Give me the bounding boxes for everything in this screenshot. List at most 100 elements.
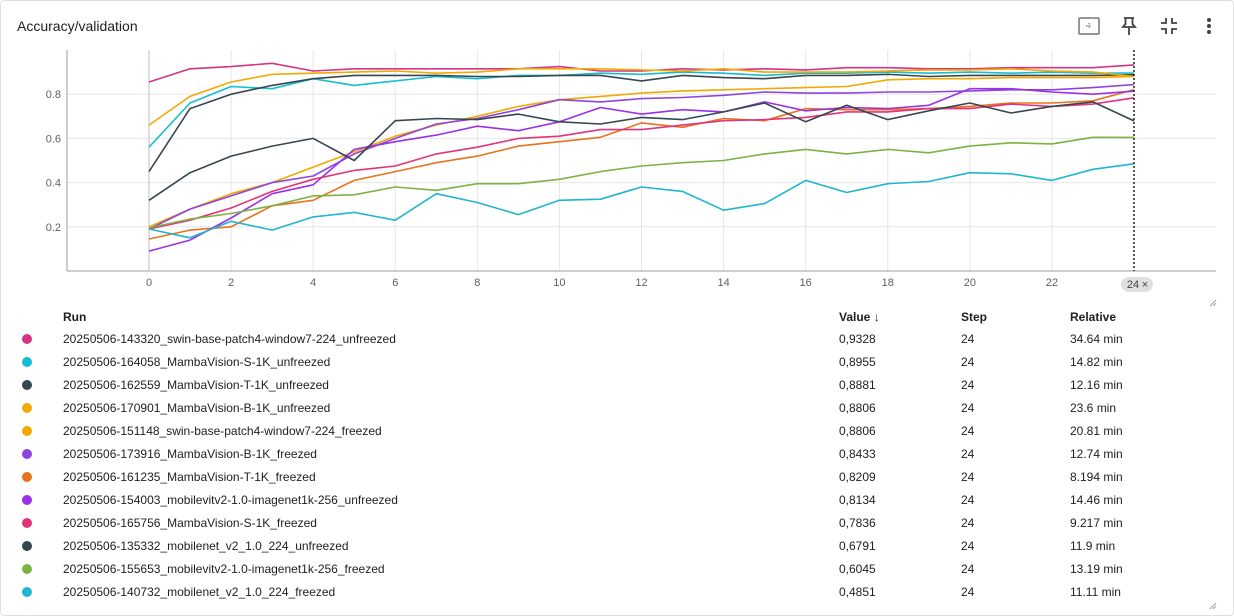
- run-value: 0,8881: [839, 377, 876, 392]
- run-color-cell: [1, 442, 63, 465]
- header-run[interactable]: Run: [63, 310, 87, 324]
- run-step: 24: [961, 400, 975, 415]
- y-tick-label: 0.4: [46, 178, 61, 190]
- table-row[interactable]: 20250506-164058_MambaVision-S-1K_unfreez…: [1, 350, 1220, 373]
- header-color: [1, 307, 63, 327]
- table-row[interactable]: 20250506-143320_swin-base-patch4-window7…: [1, 327, 1220, 350]
- run-color-dot: [22, 541, 32, 552]
- header-value-label: Value: [839, 310, 871, 324]
- table-resize-handle[interactable]: [1209, 597, 1217, 610]
- run-relative: 12.16 min: [1070, 377, 1123, 392]
- header-relative[interactable]: Relative: [1070, 310, 1117, 324]
- run-color-cell: [1, 534, 63, 557]
- sort-arrow-icon: ↓: [873, 310, 880, 324]
- series-line: [148, 87, 1135, 252]
- table-row[interactable]: 20250506-161235_MambaVision-T-1K_freezed…: [1, 465, 1220, 488]
- table-header-row: Run Value ↓ Step Relative: [1, 307, 1220, 327]
- x-tick-label: 12: [635, 277, 647, 289]
- table-row[interactable]: 20250506-151148_swin-base-patch4-window7…: [1, 419, 1220, 442]
- run-color-dot: [22, 587, 32, 598]
- table-row[interactable]: 20250506-173916_MambaVision-B-1K_freezed…: [1, 442, 1220, 465]
- table-row[interactable]: 20250506-154003_mobilevitv2-1.0-imagenet…: [1, 488, 1220, 511]
- run-color-dot: [22, 518, 32, 529]
- x-tick-label: 2: [228, 277, 234, 289]
- run-color-cell: [1, 488, 63, 511]
- run-color-cell: [1, 557, 63, 580]
- run-value: 0,8209: [839, 469, 876, 484]
- run-value: 0,7836: [839, 515, 876, 530]
- table-row[interactable]: 20250506-162559_MambaVision-T-1K_unfreez…: [1, 373, 1220, 396]
- run-relative: 20.81 min: [1070, 423, 1123, 438]
- more-vert-icon[interactable]: [1196, 13, 1222, 39]
- run-color-dot: [22, 403, 32, 414]
- table-row[interactable]: 20250506-155653_mobilevitv2-1.0-imagenet…: [1, 557, 1220, 580]
- run-color-dot: [22, 357, 32, 368]
- series-line: [148, 62, 1135, 83]
- table-row[interactable]: 20250506-165756_MambaVision-S-1K_freezed…: [1, 511, 1220, 534]
- series-line: [148, 83, 1135, 230]
- run-color-dot: [22, 495, 32, 506]
- series-line: [148, 68, 1135, 126]
- run-color-cell: [1, 350, 63, 373]
- run-name: 20250506-151148_swin-base-patch4-window7…: [63, 423, 382, 438]
- run-relative: 13.19 min: [1070, 561, 1123, 576]
- run-relative: 9.217 min: [1070, 515, 1123, 530]
- run-step: 24: [961, 446, 975, 461]
- run-color-cell: [1, 373, 63, 396]
- run-color-dot: [22, 472, 32, 483]
- run-relative: 23.6 min: [1070, 400, 1117, 415]
- run-step: 24: [961, 515, 975, 530]
- run-value: 0,8806: [839, 423, 876, 438]
- run-step: 24: [961, 354, 975, 369]
- run-relative: 14.82 min: [1070, 354, 1123, 369]
- x-tick-label: 18: [882, 277, 894, 289]
- run-step: 24: [961, 561, 975, 576]
- runs-table: Run Value ↓ Step Relative 20250506-14332…: [1, 307, 1220, 603]
- run-relative: 34.64 min: [1070, 331, 1123, 346]
- run-color-dot: [22, 334, 32, 345]
- card-title: Accuracy/validation: [17, 18, 138, 34]
- run-step: 24: [961, 469, 975, 484]
- run-color-cell: [1, 419, 63, 442]
- run-color-cell: [1, 327, 63, 350]
- run-name: 20250506-173916_MambaVision-B-1K_freezed: [63, 446, 317, 461]
- cursor-step-label: 24: [1127, 279, 1139, 291]
- run-relative: 12.74 min: [1070, 446, 1123, 461]
- run-value: 0,9328: [839, 331, 876, 346]
- collapse-icon[interactable]: [1156, 13, 1182, 39]
- x-tick-label: 10: [553, 277, 565, 289]
- table-row[interactable]: 20250506-170901_MambaVision-B-1K_unfreez…: [1, 396, 1220, 419]
- run-color-cell: [1, 580, 63, 603]
- fit-domain-icon[interactable]: [1076, 13, 1102, 39]
- run-name: 20250506-143320_swin-base-patch4-window7…: [63, 331, 396, 346]
- run-step: 24: [961, 538, 975, 553]
- run-color-dot: [22, 380, 32, 391]
- line-chart[interactable]: 0.2 0.4 0.6 0.8 0 2 4 6 8 10 12 14 16 18 20 22 24 ×: [1, 45, 1234, 305]
- series-line: [148, 101, 1135, 201]
- run-value: 0,8433: [839, 446, 876, 461]
- cursor-badge: [1121, 277, 1153, 292]
- table-row[interactable]: 20250506-140732_mobilenet_v2_1.0_224_fre…: [1, 580, 1220, 603]
- pin-icon[interactable]: [1116, 13, 1142, 39]
- series-line: [148, 75, 1135, 228]
- run-color-dot: [22, 564, 32, 575]
- y-tick-label: 0.2: [46, 222, 61, 234]
- series-line: [148, 163, 1135, 239]
- header-value[interactable]: Value ↓: [839, 307, 961, 327]
- chart-svg: 0.20.40.60.80 2 4 6 8 10 12 14 16 18 20 22 24 ×: [46, 50, 1216, 292]
- header-step[interactable]: Step: [961, 310, 988, 324]
- y-tick-label: 0.8: [46, 89, 61, 101]
- x-tick-label: 4: [310, 277, 316, 289]
- chart-resize-handle[interactable]: [1209, 294, 1217, 307]
- series-line: [148, 73, 1135, 173]
- table-row[interactable]: 20250506-135332_mobilenet_v2_1.0_224_unf…: [1, 534, 1220, 557]
- run-name: 20250506-154003_mobilevitv2-1.0-imagenet…: [63, 492, 398, 507]
- x-tick-label: 14: [717, 277, 729, 289]
- run-step: 24: [961, 492, 975, 507]
- run-name: 20250506-165756_MambaVision-S-1K_freezed: [63, 515, 317, 530]
- run-color-cell: [1, 396, 63, 419]
- run-color-dot: [22, 449, 32, 460]
- x-tick-label: 0: [146, 277, 152, 289]
- cursor-close-icon[interactable]: ×: [1142, 279, 1148, 291]
